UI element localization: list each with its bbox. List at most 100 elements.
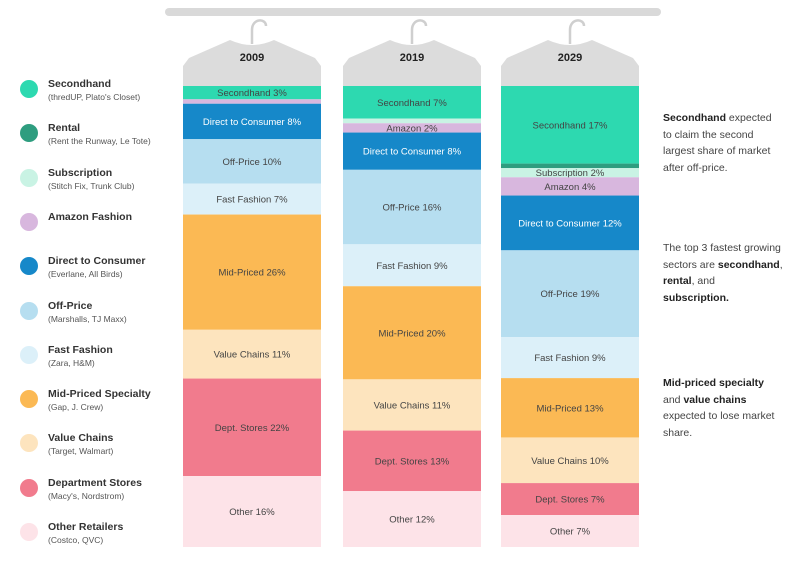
bar-segment-amazon bbox=[501, 177, 639, 196]
legend-subtitle: (Zara, H&M) bbox=[48, 357, 95, 368]
segment-label: Fast Fashion 7% bbox=[216, 195, 288, 206]
legend-swatch bbox=[20, 523, 38, 541]
legend-item-subscription: Subscription (Stitch Fix, Trunk Club) bbox=[20, 167, 190, 207]
legend-item-secondhand: Secondhand (thredUP, Plato's Closet) bbox=[20, 78, 190, 118]
segment-label: Value Chains 11% bbox=[374, 400, 451, 411]
legend-swatch bbox=[20, 434, 38, 453]
legend-subtitle: (Marshalls, TJ Maxx) bbox=[48, 313, 127, 324]
bar-segment-offprice bbox=[343, 169, 481, 245]
bar-segment-other bbox=[183, 476, 321, 547]
bar-segment-fastfashion bbox=[183, 183, 321, 215]
bar-segment-midpriced bbox=[183, 214, 321, 330]
bar-segment-dtc bbox=[343, 132, 481, 170]
hanger-hook bbox=[568, 19, 586, 44]
legend-item-fastfashion: Fast Fashion (Zara, H&M) bbox=[20, 344, 190, 384]
legend-name: Direct to Consumer bbox=[48, 255, 146, 268]
year-label: 2029 bbox=[558, 52, 582, 64]
segment-label: Off-Price 19% bbox=[541, 289, 601, 300]
bar-segment-valuechains bbox=[343, 379, 481, 431]
segment-label: Subscription 2% bbox=[536, 168, 605, 179]
segment-label: Other 16% bbox=[229, 507, 275, 518]
garment-shoulder bbox=[183, 40, 321, 86]
note-secondhand-text: expected to claim the second largest sha… bbox=[663, 112, 772, 174]
legend-name: Fast Fashion bbox=[48, 343, 113, 356]
note-fastest-sep2: , and bbox=[691, 275, 715, 287]
bar-segment-secondhand bbox=[343, 86, 481, 119]
bar-segment-fastfashion bbox=[501, 337, 639, 379]
bar-segment-midpriced bbox=[501, 378, 639, 438]
segment-label: Other 12% bbox=[389, 515, 435, 526]
note-lose-text: expected to lose market share. bbox=[663, 410, 775, 439]
segment-label: Dept. Stores 22% bbox=[215, 423, 290, 434]
hanger-hook bbox=[410, 19, 428, 44]
legend-swatch bbox=[20, 345, 38, 364]
legend-subtitle: (Everlane, All Birds) bbox=[48, 269, 123, 280]
legend-swatch bbox=[20, 80, 38, 98]
segment-label: Mid-Priced 20% bbox=[378, 328, 446, 339]
legend-swatch bbox=[20, 124, 38, 143]
segment-label: Fast Fashion 9% bbox=[534, 353, 606, 364]
bar-segment-other bbox=[343, 491, 481, 547]
legend-name: Secondhand bbox=[48, 78, 112, 90]
bar-segment-secondhand bbox=[501, 86, 639, 164]
segment-label: Fast Fashion 9% bbox=[376, 261, 448, 272]
garment-shoulder bbox=[501, 40, 639, 86]
segment-label: Mid-Priced 26% bbox=[218, 268, 286, 279]
legend-item-dtc: Direct to Consumer (Everlane, All Birds) bbox=[20, 255, 190, 295]
legend-name: Subscription bbox=[48, 166, 113, 179]
note-lose-share: Mid-priced specialty and value chains ex… bbox=[663, 375, 783, 441]
segment-label: Secondhand 3% bbox=[217, 88, 287, 99]
legend-subtitle: (Target, Walmart) bbox=[48, 446, 114, 457]
segment-label: Amazon 2% bbox=[386, 123, 438, 134]
legend-item-offprice: Off-Price (Marshalls, TJ Maxx) bbox=[20, 300, 190, 340]
note-fastest-text: The top 3 fastest growing sectors are bbox=[663, 242, 781, 271]
bar-segment-deptstores bbox=[183, 378, 321, 477]
legend-swatch bbox=[20, 257, 38, 276]
note-fastest-b1: secondhand bbox=[717, 258, 780, 271]
legend-subtitle: (Stitch Fix, Trunk Club) bbox=[48, 180, 135, 191]
note-lose-sep: and bbox=[663, 393, 684, 406]
bar-segment-valuechains bbox=[183, 329, 321, 379]
note-fastest-b3: subscription. bbox=[663, 291, 729, 304]
note-lose-b1: Mid-priced specialty bbox=[663, 377, 764, 389]
segment-label: Off-Price 10% bbox=[223, 157, 283, 168]
segment-label: Off-Price 16% bbox=[383, 203, 443, 214]
legend-item-valuechains: Value Chains (Target, Walmart) bbox=[20, 432, 190, 472]
legend-subtitle: (Costco, QVC) bbox=[48, 535, 104, 545]
bar-segment-dtc bbox=[183, 103, 321, 140]
bar-segment-amazon bbox=[343, 123, 481, 133]
segment-label: Secondhand 17% bbox=[532, 120, 608, 131]
legend-item-amazon: Amazon Fashion bbox=[20, 211, 190, 251]
bar-segment-subscription bbox=[501, 168, 639, 178]
bar-segment-deptstores bbox=[343, 430, 481, 492]
bar-segment-secondhand bbox=[183, 86, 321, 100]
legend-subtitle: (Gap, J. Crew) bbox=[48, 402, 104, 413]
legend-swatch bbox=[20, 301, 38, 320]
bar-segment-fastfashion bbox=[343, 244, 481, 287]
segment-label: Other 7% bbox=[550, 527, 591, 538]
bar-segment-subscription bbox=[343, 118, 481, 124]
note-secondhand-bold: Secondhand bbox=[663, 112, 727, 124]
bar-segment-rental bbox=[501, 163, 639, 169]
bar-segment-other bbox=[501, 515, 639, 547]
segment-label: Dept. Stores 7% bbox=[535, 495, 605, 506]
legend-swatch bbox=[20, 478, 38, 497]
segment-label: Amazon 4% bbox=[544, 182, 596, 193]
legend-subtitle: (thredUP, Plato's Closet) bbox=[48, 92, 141, 102]
segment-label: Secondhand 7% bbox=[377, 98, 447, 109]
clothes-rail bbox=[165, 8, 661, 16]
legend-name: Mid-Priced Specialty bbox=[48, 388, 151, 401]
legend-item-deptstores: Department Stores (Macy's, Nordstrom) bbox=[20, 477, 190, 517]
bar-segment-deptstores bbox=[501, 483, 639, 516]
legend-item-rental: Rental (Rent the Runway, Le Tote) bbox=[20, 122, 190, 162]
note-fastest-growing: The top 3 fastest growing sectors are se… bbox=[663, 240, 783, 306]
bar-segment-valuechains bbox=[501, 437, 639, 484]
segment-label: Value Chains 10% bbox=[531, 456, 609, 467]
bar-segment-midpriced bbox=[343, 286, 481, 380]
segment-label: Direct to Consumer 12% bbox=[518, 218, 622, 229]
note-lose-b2: value chains bbox=[683, 393, 747, 406]
legend-name: Rental bbox=[48, 122, 81, 135]
legend-item-other: Other Retailers (Costco, QVC) bbox=[20, 521, 190, 561]
note-fastest-b2: rental bbox=[663, 275, 692, 287]
